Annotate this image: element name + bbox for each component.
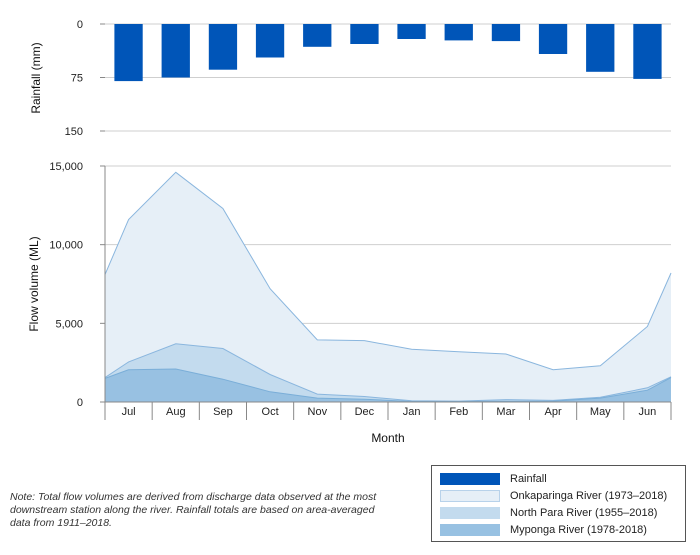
legend-item-north-para: North Para River (1955–2018) [440, 504, 677, 521]
axes [100, 23, 672, 420]
month-label: Jun [639, 406, 657, 418]
legend-label-north-para: North Para River (1955–2018) [510, 506, 658, 519]
flow-tick-label: 5,000 [55, 318, 83, 330]
rainfall-bar-may [586, 24, 615, 72]
month-label: Aug [166, 406, 186, 418]
month-label: Dec [355, 406, 375, 418]
rainfall-bar-nov [303, 24, 332, 47]
rainfall-bar-jun [633, 24, 662, 79]
month-label: Jan [403, 406, 421, 418]
flow-tick-label: 10,000 [49, 240, 83, 252]
rainfall-axis-title: Rainfall (mm) [29, 42, 43, 113]
rainfall-bar-sep [208, 24, 238, 70]
month-label: Jul [122, 406, 136, 418]
rainfall-bar-dec [350, 24, 379, 44]
month-label: Nov [308, 406, 328, 418]
rainfall-tick-label: 150 [65, 126, 83, 138]
flow-areas [104, 171, 672, 402]
legend: Rainfall Onkaparinga River (1973–2018) N… [431, 465, 686, 542]
flow-axis-title: Flow volume (ML) [27, 236, 41, 331]
month-label: Apr [545, 406, 562, 418]
month-label: Sep [213, 406, 233, 418]
rainfall-bar-mar [491, 24, 521, 42]
rainfall-bar-apr [538, 24, 568, 54]
legend-label-onkaparinga: Onkaparinga River (1973–2018) [510, 489, 668, 502]
rainfall-gridlines [105, 23, 671, 132]
legend-item-myponga: Myponga River (1978-2018) [440, 521, 677, 538]
rainfall-bar-jan [397, 24, 426, 39]
legend-swatch-onkaparinga [440, 489, 500, 502]
legend-swatch-myponga [440, 523, 500, 536]
legend-label-rainfall: Rainfall [510, 472, 547, 485]
area-myponga [105, 369, 671, 402]
legend-item-onkaparinga: Onkaparinga River (1973–2018) [440, 487, 677, 504]
area-line-north-para [104, 343, 672, 402]
legend-swatch-rainfall [440, 472, 500, 485]
rainfall-tick-label: 0 [77, 19, 83, 31]
legend-item-rainfall: Rainfall [440, 470, 677, 487]
rainfall-bar-oct [255, 24, 285, 58]
rainfall-bars [114, 24, 662, 82]
rainfall-bar-aug [161, 24, 190, 78]
flow-tick-label: 15,000 [49, 161, 83, 173]
rainfall-bar-feb [444, 24, 473, 41]
rainfall-tick-label: 75 [71, 73, 83, 85]
legend-swatch-north-para [440, 506, 500, 519]
tick-labels: 0 75 150 0 5,000 10,000 15,000 Jul Aug Sep Oct Nov D… [49, 19, 656, 418]
area-onkaparinga [105, 172, 671, 402]
area-line-onkaparinga [104, 171, 672, 371]
rainfall-bar-jul [114, 24, 143, 82]
month-label: Mar [496, 406, 515, 418]
legend-label-myponga: Myponga River (1978-2018) [510, 523, 647, 536]
month-label: May [590, 406, 611, 418]
month-label: Feb [449, 406, 468, 418]
flow-tick-label: 0 [77, 397, 83, 409]
chart-note: Note: Total flow volumes are derived fro… [10, 491, 377, 529]
area-line-myponga [104, 368, 672, 402]
month-label: Oct [262, 406, 279, 418]
x-axis-title: Month [371, 431, 404, 445]
